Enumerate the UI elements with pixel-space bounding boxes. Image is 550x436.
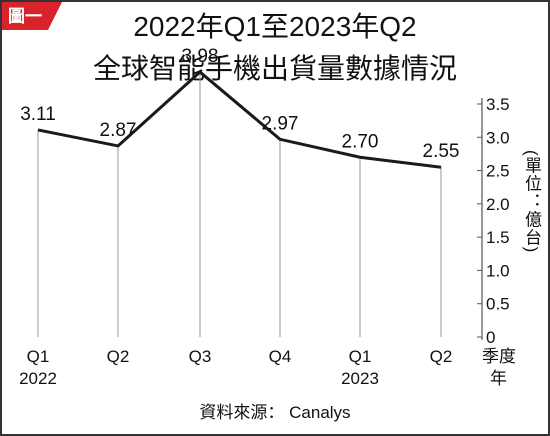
x-axis-label: 季度	[482, 347, 516, 366]
y-tick-label: 0.5	[486, 295, 510, 314]
x-tick-label: Q4	[269, 347, 292, 366]
y-tick-label: 3.5	[486, 95, 510, 114]
x-tick-label: Q1	[27, 347, 50, 366]
y-tick-label: 1.5	[486, 228, 510, 247]
x-tick-label: 2023	[341, 369, 379, 388]
line	[37, 70, 442, 169]
x-tick-label: Q3	[189, 347, 212, 366]
data-label: 2.70	[342, 131, 379, 152]
y-tick-label: 2.0	[486, 195, 510, 214]
data-label: 3.11	[20, 104, 56, 125]
data-label: 3.98	[182, 46, 219, 67]
x-tick-label: Q2	[430, 347, 453, 366]
data-label: 2.97	[262, 113, 299, 134]
y-tick-label: 3.0	[486, 128, 510, 147]
x-tick-label: Q1	[349, 347, 372, 366]
chart-title: 全球智能手機出貨量數據情況	[93, 53, 457, 84]
chart-title: 2022年Q1至2023年Q2	[133, 11, 416, 42]
y-axis-label: (單位：億台)	[522, 150, 541, 254]
y-tick-label: 0	[486, 328, 495, 347]
badge: 圖一	[8, 7, 42, 26]
source: 資料來源： Canalys	[199, 403, 350, 422]
y-tick-label: 1.0	[486, 261, 510, 280]
x-tick-label: Q2	[107, 347, 130, 366]
data-label: 2.87	[100, 120, 137, 141]
data-label: 2.55	[423, 141, 460, 162]
badge-bg	[2, 2, 62, 30]
x-axis-label: 年	[490, 369, 507, 388]
y-tick-label: 2.5	[486, 162, 510, 181]
x-tick-label: 2022	[19, 369, 57, 388]
